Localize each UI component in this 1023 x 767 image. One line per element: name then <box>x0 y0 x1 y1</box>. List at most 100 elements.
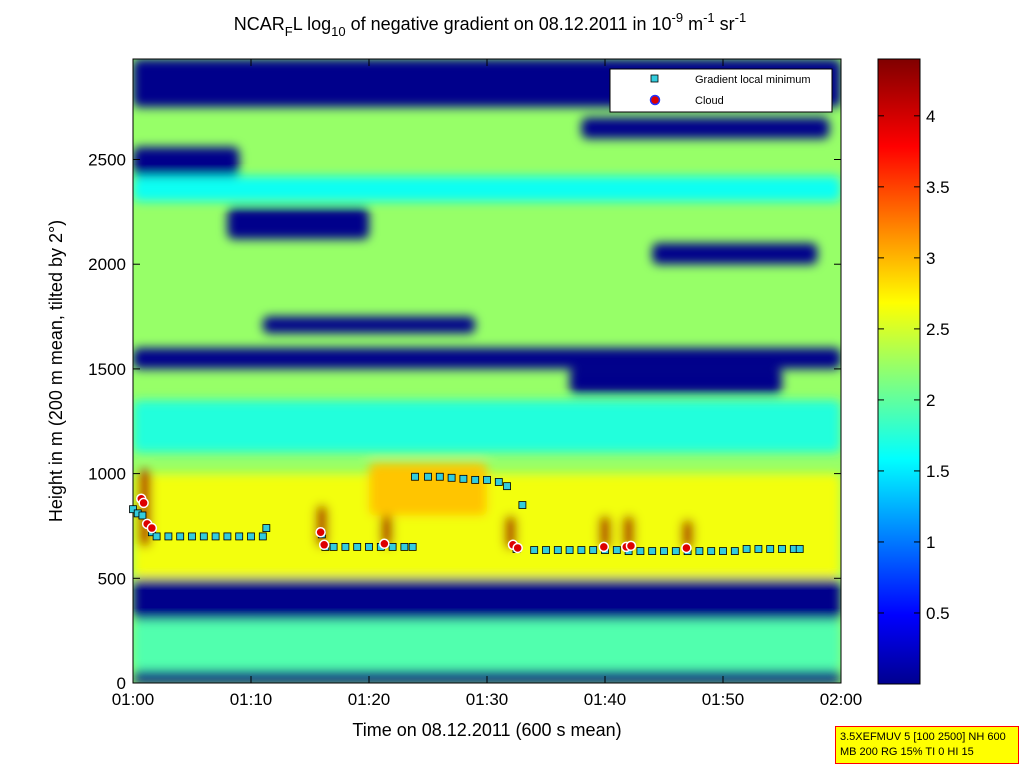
gradient-minimum-marker <box>719 547 727 555</box>
gradient-minimum-marker <box>671 547 680 555</box>
x-tick-label: 01:00 <box>112 690 155 709</box>
heatmap-region-21 <box>681 519 694 549</box>
heatmap-region-9 <box>581 117 830 139</box>
legend-marker-cloud <box>649 94 661 106</box>
gradient-minimum-marker <box>648 547 657 555</box>
gradient-minimum-marker <box>258 532 267 541</box>
gradient-minimum-marker <box>164 532 173 541</box>
gradient-minimum-marker <box>503 482 511 491</box>
gradient-minimum-marker <box>176 532 185 541</box>
gradient-minimum-marker <box>152 532 161 541</box>
x-axis: 01:00 01:10 01:20 01:30 01:40 01:50 02:00 <box>112 59 862 709</box>
gradient-minimum-marker <box>553 546 562 554</box>
markers <box>129 472 804 555</box>
gradient-minimum-marker <box>660 547 668 555</box>
gradient-minimum-marker <box>459 474 468 483</box>
gradient-minimum-marker <box>199 532 208 541</box>
gradient-minimum-marker <box>730 547 739 555</box>
gradient-minimum-marker <box>565 546 574 554</box>
colorbar-tick-label: 3 <box>926 249 935 268</box>
gradient-minimum-marker <box>530 546 539 554</box>
info-box: 3.5XEFMUV 5 [100 2500] NH 600 MB 200 RG … <box>835 726 1019 764</box>
legend-box <box>609 68 833 113</box>
heatmap-region-10 <box>133 176 841 202</box>
legend-label-cloud: Cloud <box>695 95 724 107</box>
gradient-minimum-marker <box>365 542 373 551</box>
y-tick-label: 1000 <box>88 465 126 484</box>
gradient-minimum-marker <box>589 546 598 554</box>
cloud-marker <box>681 542 692 554</box>
gradient-minimum-marker <box>129 505 137 514</box>
gradient-minimum-marker <box>138 511 147 520</box>
gradient-minimum-marker <box>388 542 397 551</box>
gradient-minimum-marker <box>518 501 527 509</box>
y-tick-label: 0 <box>117 674 126 693</box>
cloud-marker <box>146 522 158 534</box>
heatmap-region-6 <box>262 316 476 334</box>
heatmap-region-19 <box>599 515 611 549</box>
gradient-minimum-marker <box>612 546 621 554</box>
x-tick-label: 01:30 <box>466 690 509 709</box>
heatmap-region-8 <box>133 146 240 177</box>
heatmap-region-2 <box>133 578 841 621</box>
chart-title: NCARFL log10 of negative gradient on 08.… <box>234 10 746 39</box>
gradient-minimum-marker <box>188 532 196 541</box>
cloud-marker <box>625 540 637 552</box>
gradient-minimum-marker <box>795 545 804 553</box>
y-tick-label: 1500 <box>88 360 126 379</box>
colorbar-tick-label: 1.5 <box>926 462 950 481</box>
y-tick-label: 2000 <box>88 255 126 274</box>
gradient-minimum-marker <box>262 524 271 532</box>
gradient-minimum-marker <box>695 547 704 555</box>
colorbar-tick-label: 4 <box>926 107 935 126</box>
y-axis: 0 500 1000 1500 2000 2500 <box>88 151 841 693</box>
colorbar-tick-label: 2.5 <box>926 320 950 339</box>
legend: Gradient local minimum Cloud <box>609 68 833 113</box>
x-tick-label: 01:50 <box>702 690 745 709</box>
gradient-minimum-marker <box>636 547 645 555</box>
gradient-minimum-marker <box>235 532 244 541</box>
heatmap-region-11 <box>133 400 841 453</box>
heatmap-region-3 <box>133 347 841 369</box>
info-line-2: MB 200 RG 15% TI 0 HI 15 <box>840 746 974 758</box>
x-tick-label: 01:10 <box>230 690 273 709</box>
gradient-minimum-marker <box>435 472 444 481</box>
gradient-minimum-marker <box>341 542 350 551</box>
colorbar-tick-label: 3.5 <box>926 178 950 197</box>
cloud-marker <box>138 497 149 509</box>
colorbar-tick-label: 2 <box>926 391 935 410</box>
cloud-marker <box>315 526 326 538</box>
heatmap-region-20 <box>622 515 635 549</box>
gradient-minimum-marker <box>707 547 716 555</box>
heatmap-region-14 <box>369 463 487 516</box>
colorbar-tick-label: 0.5 <box>926 604 950 623</box>
x-tick-label: 01:40 <box>584 690 627 709</box>
gradient-minimum-marker <box>223 532 232 541</box>
colorbar: 0.5 1 1.5 2 2.5 3 3.5 4 <box>877 58 950 685</box>
gradient-minimum-marker <box>483 475 491 484</box>
gradient-minimum-marker <box>247 532 255 541</box>
cloud-marker <box>598 541 610 553</box>
gradient-minimum-marker <box>494 478 503 486</box>
gradient-minimum-marker <box>447 473 456 482</box>
y-tick-label: 500 <box>98 569 126 588</box>
x-tick-label: 01:20 <box>348 690 391 709</box>
heatmap-region-4 <box>227 207 369 240</box>
cloud-marker <box>512 542 523 554</box>
gradient-minimum-marker <box>577 546 586 554</box>
gradient-minimum-marker <box>400 542 409 551</box>
info-line-1: 3.5XEFMUV 5 [100 2500] NH 600 <box>840 731 1006 743</box>
gradient-minimum-marker <box>411 472 419 481</box>
gradient-minimum-marker <box>329 542 338 551</box>
gradient-minimum-marker <box>408 542 417 551</box>
gradient-minimum-marker <box>471 475 480 484</box>
heatmap-area <box>133 59 841 683</box>
heatmap-region-7 <box>652 243 818 265</box>
gradient-minimum-marker <box>353 542 362 551</box>
gradient-minimum-marker <box>424 472 432 481</box>
x-axis-title: Time on 08.12.2011 (600 s mean) <box>352 720 621 740</box>
heatmap-region-5 <box>569 368 782 395</box>
gradient-minimum-marker <box>778 545 786 553</box>
gradient-minimum-marker <box>742 545 751 553</box>
